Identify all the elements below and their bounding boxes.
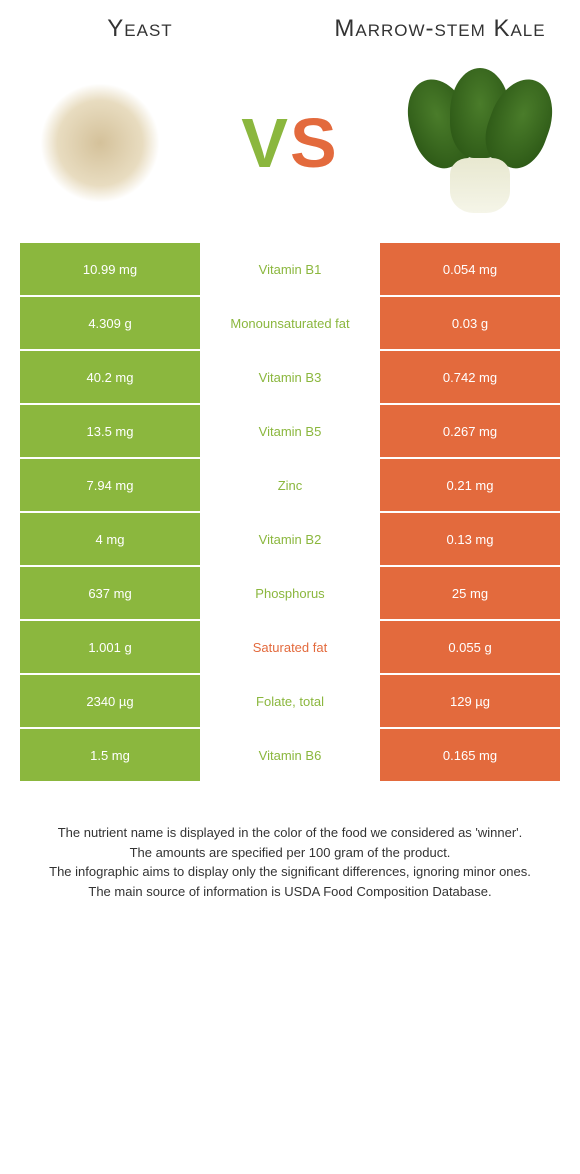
- yeast-image: [20, 63, 180, 223]
- table-row: 13.5 mgVitamin B50.267 mg: [20, 405, 560, 457]
- value-left: 4 mg: [20, 513, 200, 565]
- vs-v: V: [241, 104, 290, 182]
- table-row: 4.309 gMonounsaturated fat0.03 g: [20, 297, 560, 349]
- value-left: 637 mg: [20, 567, 200, 619]
- footer-notes: The nutrient name is displayed in the co…: [0, 783, 580, 921]
- value-right: 0.165 mg: [380, 729, 560, 781]
- value-left: 13.5 mg: [20, 405, 200, 457]
- table-row: 4 mgVitamin B20.13 mg: [20, 513, 560, 565]
- table-row: 40.2 mgVitamin B30.742 mg: [20, 351, 560, 403]
- footer-line-2: The amounts are specified per 100 gram o…: [30, 843, 550, 863]
- nutrient-name: Vitamin B3: [200, 351, 380, 403]
- value-right: 0.055 g: [380, 621, 560, 673]
- nutrient-name: Saturated fat: [200, 621, 380, 673]
- value-left: 1.001 g: [20, 621, 200, 673]
- vs-label: VS: [241, 103, 338, 183]
- table-row: 7.94 mgZinc0.21 mg: [20, 459, 560, 511]
- nutrient-name: Vitamin B1: [200, 243, 380, 295]
- title-left: Yeast: [20, 15, 260, 43]
- table-row: 2340 µgFolate, total129 µg: [20, 675, 560, 727]
- nutrient-table: 10.99 mgVitamin B10.054 mg4.309 gMonouns…: [0, 243, 580, 781]
- nutrient-name: Folate, total: [200, 675, 380, 727]
- footer-line-1: The nutrient name is displayed in the co…: [30, 823, 550, 843]
- table-row: 637 mgPhosphorus25 mg: [20, 567, 560, 619]
- value-left: 2340 µg: [20, 675, 200, 727]
- value-right: 0.267 mg: [380, 405, 560, 457]
- value-left: 40.2 mg: [20, 351, 200, 403]
- nutrient-name: Vitamin B5: [200, 405, 380, 457]
- value-left: 1.5 mg: [20, 729, 200, 781]
- table-row: 10.99 mgVitamin B10.054 mg: [20, 243, 560, 295]
- value-right: 0.21 mg: [380, 459, 560, 511]
- nutrient-name: Phosphorus: [200, 567, 380, 619]
- nutrient-name: Monounsaturated fat: [200, 297, 380, 349]
- value-left: 4.309 g: [20, 297, 200, 349]
- vs-s: S: [290, 104, 339, 182]
- title-right: Marrow-stem Kale: [320, 16, 560, 42]
- infographic-container: Yeast Marrow-stem Kale VS 10.99 mgVitami…: [0, 0, 580, 921]
- footer-line-4: The main source of information is USDA F…: [30, 882, 550, 902]
- table-row: 1.5 mgVitamin B60.165 mg: [20, 729, 560, 781]
- nutrient-name: Vitamin B6: [200, 729, 380, 781]
- value-left: 10.99 mg: [20, 243, 200, 295]
- value-right: 0.13 mg: [380, 513, 560, 565]
- footer-line-3: The infographic aims to display only the…: [30, 862, 550, 882]
- nutrient-name: Vitamin B2: [200, 513, 380, 565]
- image-row: VS: [0, 53, 580, 243]
- value-right: 0.054 mg: [380, 243, 560, 295]
- table-row: 1.001 gSaturated fat0.055 g: [20, 621, 560, 673]
- value-right: 129 µg: [380, 675, 560, 727]
- title-row: Yeast Marrow-stem Kale: [0, 0, 580, 53]
- value-left: 7.94 mg: [20, 459, 200, 511]
- nutrient-name: Zinc: [200, 459, 380, 511]
- value-right: 25 mg: [380, 567, 560, 619]
- value-right: 0.742 mg: [380, 351, 560, 403]
- value-right: 0.03 g: [380, 297, 560, 349]
- kale-image: [400, 63, 560, 223]
